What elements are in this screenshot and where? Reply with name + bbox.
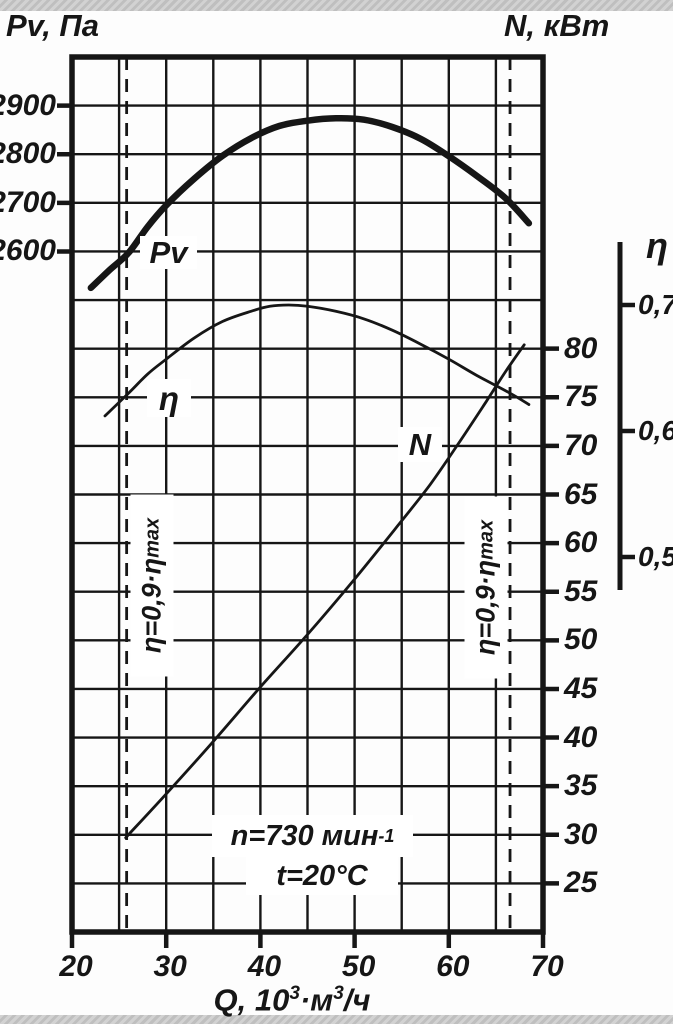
n-tick-label: 80 (564, 331, 598, 365)
boundary-text: η=0,9·η (136, 557, 167, 654)
scan-artifact-strip-top (0, 0, 673, 11)
pv-tick-label: 2800 (0, 137, 56, 171)
q-tick-label: 60 (436, 950, 470, 983)
q-tick-label: 70 (530, 950, 564, 983)
eta-tick-label: 0,7 (638, 289, 673, 320)
n-tick-label: 50 (564, 623, 598, 657)
n-curve (124, 343, 526, 840)
pv-curve (87, 114, 533, 292)
q-tick-label: 50 (341, 950, 376, 983)
rotation-speed-annotation: n=730 мин -1 (212, 815, 413, 857)
x-title-end: /ч (343, 982, 371, 1018)
efficiency-boundary-label-left: η=0,9·η max (130, 494, 174, 677)
temperature-annotation: t=20°C (246, 857, 398, 895)
n-tick-label: 40 (564, 720, 598, 754)
x-title-mid: ·м (299, 982, 334, 1018)
eta-tick-label: 0,5 (638, 541, 673, 572)
n-curve-label: N (398, 427, 442, 462)
eta-axis-title: η (646, 225, 668, 266)
x-axis-title: Q, 103·м3/ч (162, 984, 422, 1015)
q-tick-label: 20 (59, 950, 93, 983)
eta-curve-label: η (147, 379, 191, 417)
x-title-sup2: 3 (333, 983, 344, 1004)
n-tick-label: 25 (564, 866, 598, 900)
x-title-base: Q, 10 (213, 982, 290, 1018)
pv-curve-label: Pv (140, 236, 197, 269)
scan-artifact-strip-bottom (0, 1015, 673, 1024)
q-tick-label: 40 (247, 950, 282, 983)
pv-tick-label: 2900 (0, 88, 56, 122)
n-tick-label: 35 (564, 769, 598, 803)
pv-tick-label: 2600 (0, 234, 56, 268)
n-tick-label: 60 (564, 526, 598, 560)
left-axis-title: Pv, Па (6, 8, 99, 43)
q-tick-label: 30 (153, 950, 187, 983)
n-tick-label: 55 (564, 574, 598, 608)
n-tick-label: 70 (564, 428, 598, 462)
eta-tick-label: 0,6 (638, 415, 673, 446)
n-tick-label: 45 (564, 671, 598, 705)
boundary-text: η=0,9·η (470, 559, 501, 656)
right-axis-title: N, кВт (504, 8, 610, 43)
x-title-sup1: 3 (289, 983, 300, 1004)
rotation-speed-text: n=730 мин (230, 819, 379, 852)
eta-curve (103, 303, 531, 418)
efficiency-boundary-label-right: η=0,9·η max (464, 496, 508, 679)
n-tick-label: 75 (564, 380, 598, 414)
n-tick-label: 30 (564, 817, 598, 851)
n-tick-label: 65 (564, 477, 598, 511)
pv-tick-label: 2700 (0, 185, 56, 219)
